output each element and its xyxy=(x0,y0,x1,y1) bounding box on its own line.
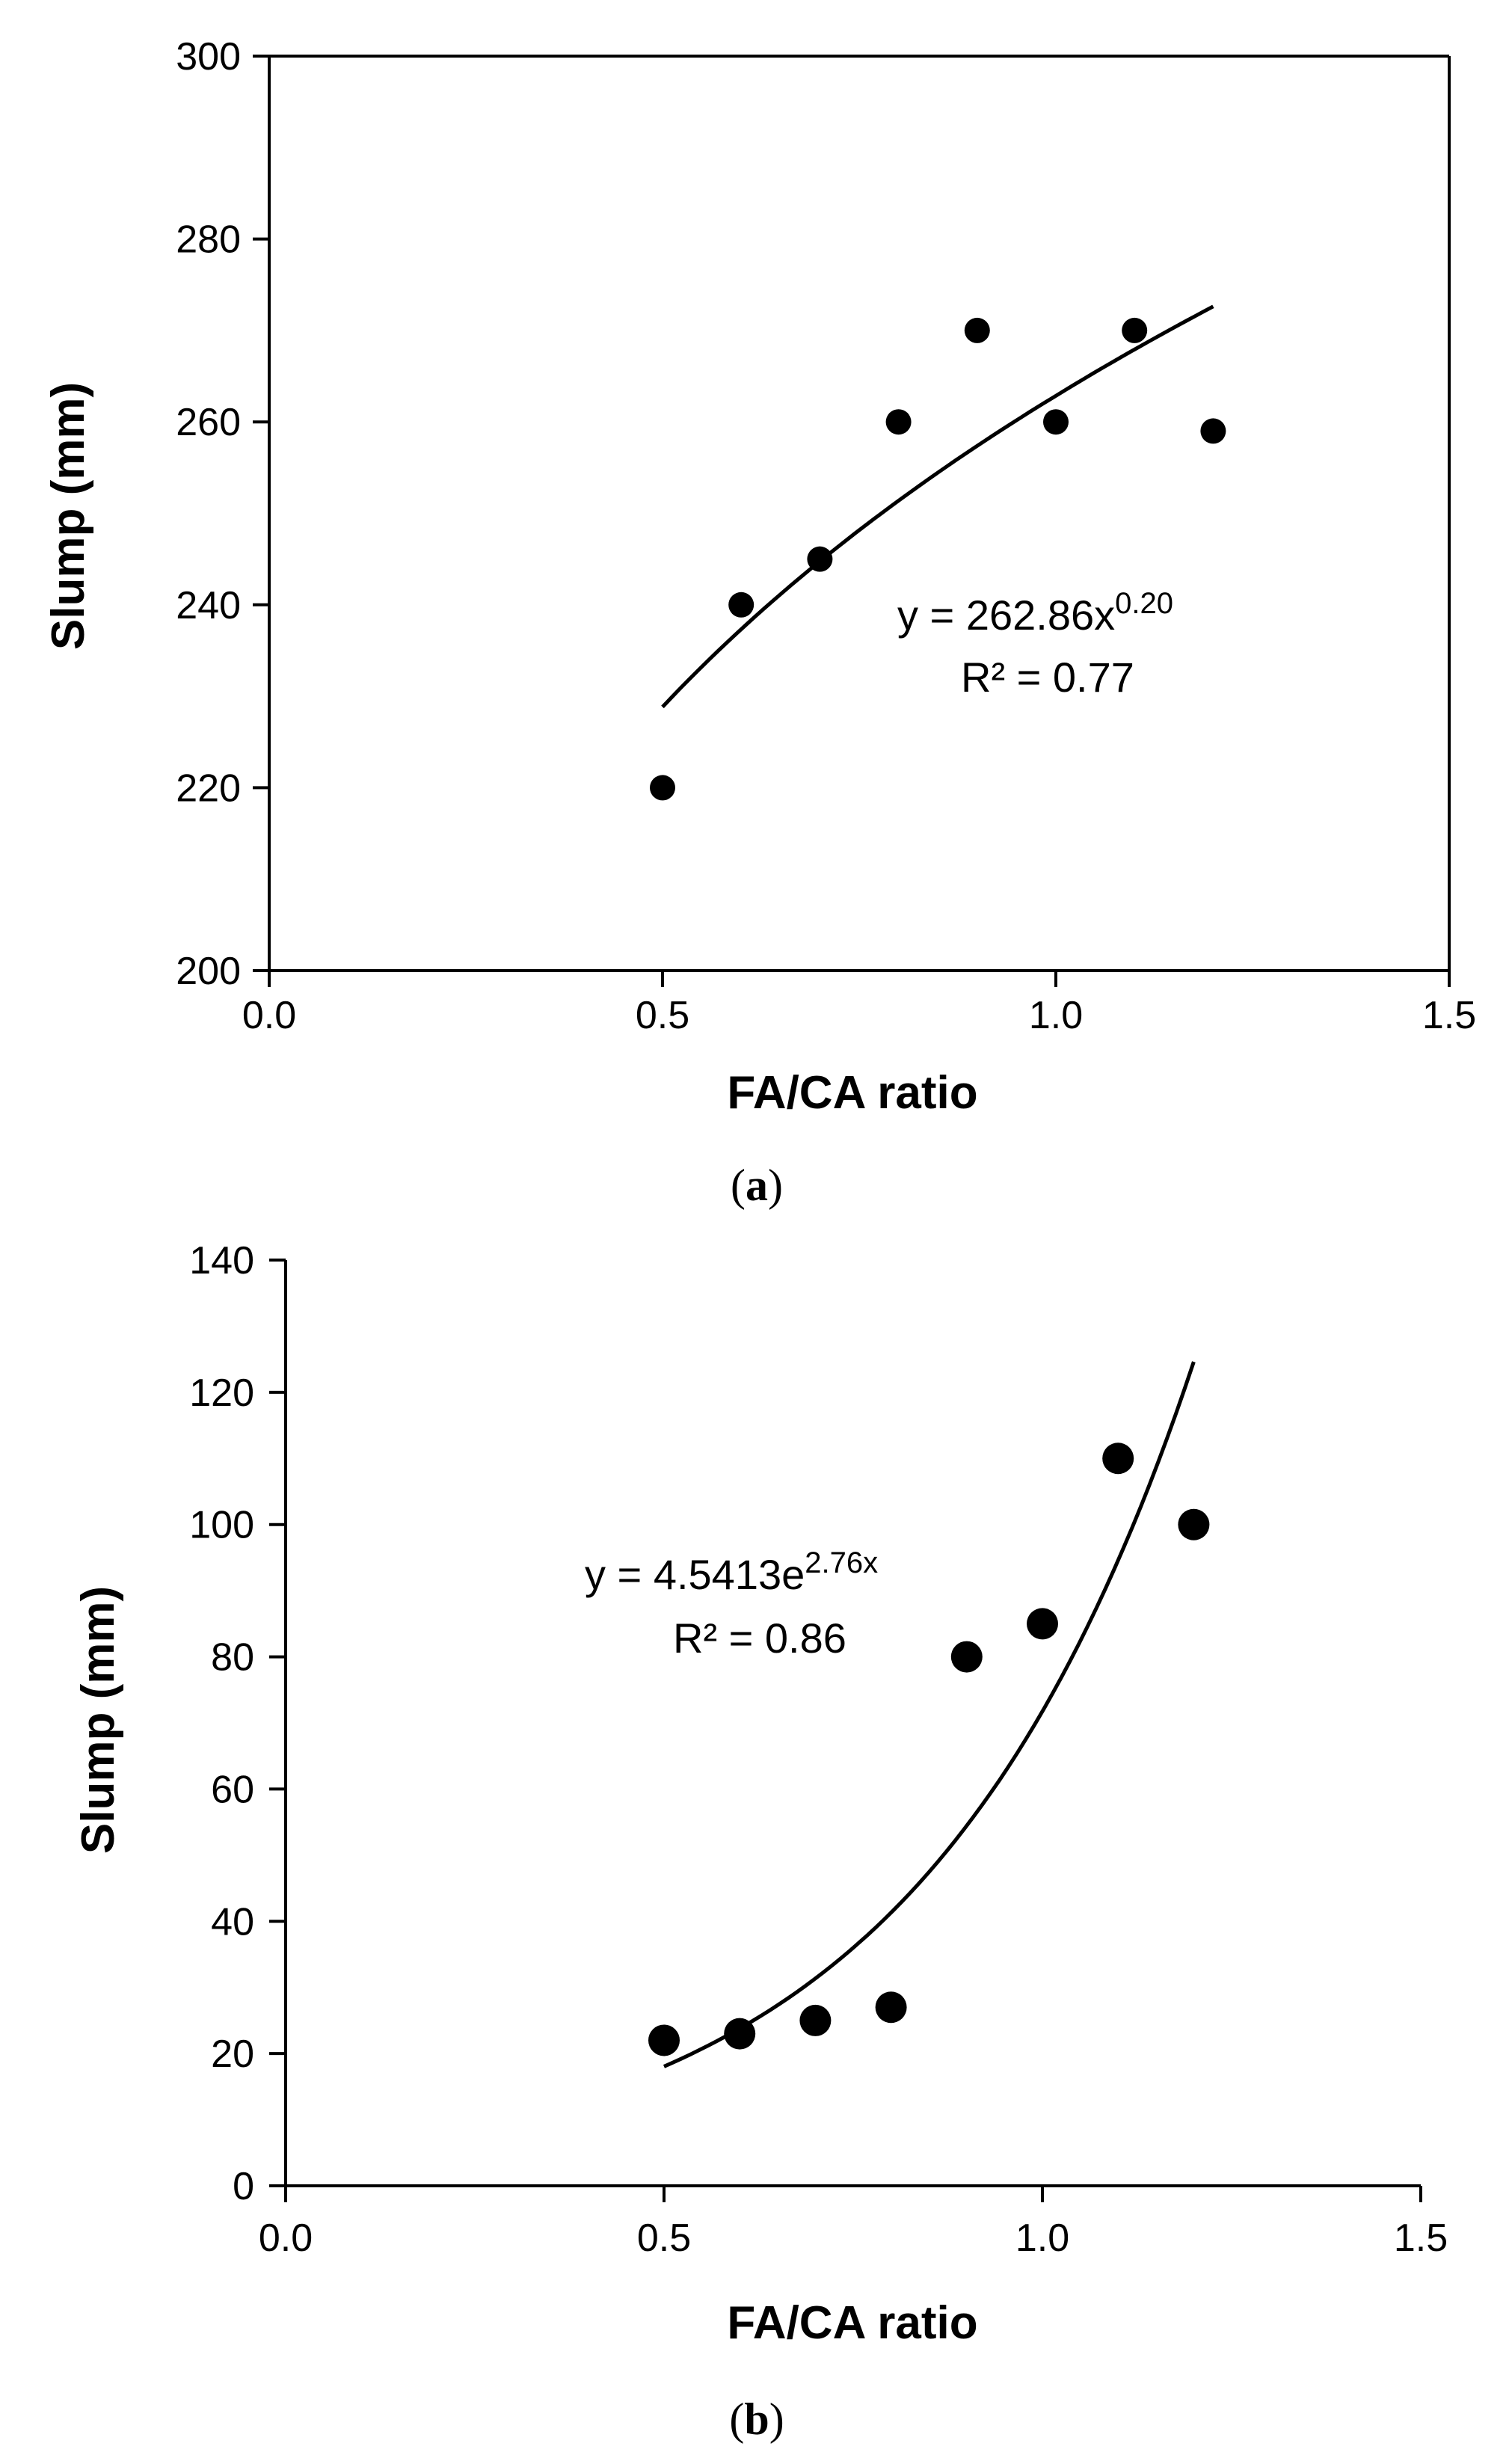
x-tick-label: 0.0 xyxy=(242,994,296,1037)
y-tick-label: 80 xyxy=(211,1636,254,1680)
panel-a-xtick-labels: 0.0 0.5 1.0 1.5 xyxy=(242,994,1476,1037)
panel-a-ytick-labels: 200 220 240 260 280 300 xyxy=(176,35,241,993)
y-tick-label: 60 xyxy=(211,1768,254,1811)
data-point xyxy=(1102,1443,1134,1475)
panel-b-label: (b) xyxy=(729,2394,784,2444)
y-tick-label: 20 xyxy=(211,2033,254,2076)
data-point xyxy=(1178,1508,1210,1540)
x-tick-label: 1.0 xyxy=(1029,994,1083,1037)
y-tick-label: 260 xyxy=(176,401,241,444)
panel-a-equation: y = 262.86x0.20 xyxy=(897,587,1173,639)
panel-a-r-squared: R² = 0.77 xyxy=(961,654,1134,701)
y-tick-label: 120 xyxy=(189,1371,254,1415)
y-tick-label: 200 xyxy=(176,950,241,993)
data-point xyxy=(950,1641,983,1673)
data-point xyxy=(648,2024,680,2056)
x-tick-label: 1.0 xyxy=(1015,2216,1069,2260)
chart-panel-a: 200 220 240 260 280 300 0.0 0.5 1.0 1.5 y = 262.… xyxy=(43,35,1476,1210)
data-point xyxy=(799,2004,832,2036)
data-point xyxy=(1200,418,1226,444)
data-point xyxy=(728,592,755,618)
panel-b-trendline xyxy=(663,1361,1196,2068)
x-tick-label: 0.5 xyxy=(637,2216,691,2260)
panel-a-points xyxy=(650,317,1226,801)
panel-b-x-axis-title: FA/CA ratio xyxy=(727,2297,977,2349)
data-point xyxy=(964,317,990,343)
panel-b-r-squared: R² = 0.86 xyxy=(673,1614,846,1662)
y-tick-label: 220 xyxy=(176,766,241,810)
panel-a-y-axis-title: Slump (mm) xyxy=(43,382,94,650)
panel-b-ytick-labels: 0 20 40 60 80 100 120 140 xyxy=(189,1239,254,2208)
x-tick-label: 1.5 xyxy=(1394,2216,1448,2260)
data-point xyxy=(875,1991,907,2024)
panel-b-y-axis-title: Slump (mm) xyxy=(73,1586,124,1854)
data-point xyxy=(885,409,912,435)
chart-panel-b: 0 20 40 60 80 100 120 140 0.0 0.5 1.0 1.5 y = 4.54… xyxy=(73,1239,1448,2444)
panel-a-label: (a) xyxy=(731,1161,783,1210)
y-tick-label: 100 xyxy=(189,1504,254,1547)
y-tick-label: 0 xyxy=(233,2165,254,2208)
y-tick-label: 40 xyxy=(211,1900,254,1944)
panel-a-ticks xyxy=(253,55,1451,987)
x-tick-label: 0.5 xyxy=(636,994,689,1037)
panel-a-trendline xyxy=(661,304,1214,709)
data-point xyxy=(807,546,833,572)
y-tick-label: 240 xyxy=(176,584,241,627)
panel-b-xtick-labels: 0.0 0.5 1.0 1.5 xyxy=(259,2216,1448,2260)
x-tick-label: 0.0 xyxy=(259,2216,313,2260)
data-point xyxy=(724,2018,756,2050)
data-point xyxy=(650,775,675,801)
data-point xyxy=(1122,317,1148,343)
y-tick-label: 280 xyxy=(176,218,241,262)
panel-b-ticks xyxy=(269,1259,1422,2202)
data-point xyxy=(1027,1608,1058,1640)
panel-b-points xyxy=(648,1443,1210,2056)
panel-b-equation: y = 4.5413e2.76x xyxy=(585,1546,878,1598)
x-tick-label: 1.5 xyxy=(1422,994,1476,1037)
data-point xyxy=(1043,409,1069,435)
y-tick-label: 140 xyxy=(189,1239,254,1282)
panel-a-x-axis-title: FA/CA ratio xyxy=(727,1067,977,1119)
y-tick-label: 300 xyxy=(176,35,241,79)
